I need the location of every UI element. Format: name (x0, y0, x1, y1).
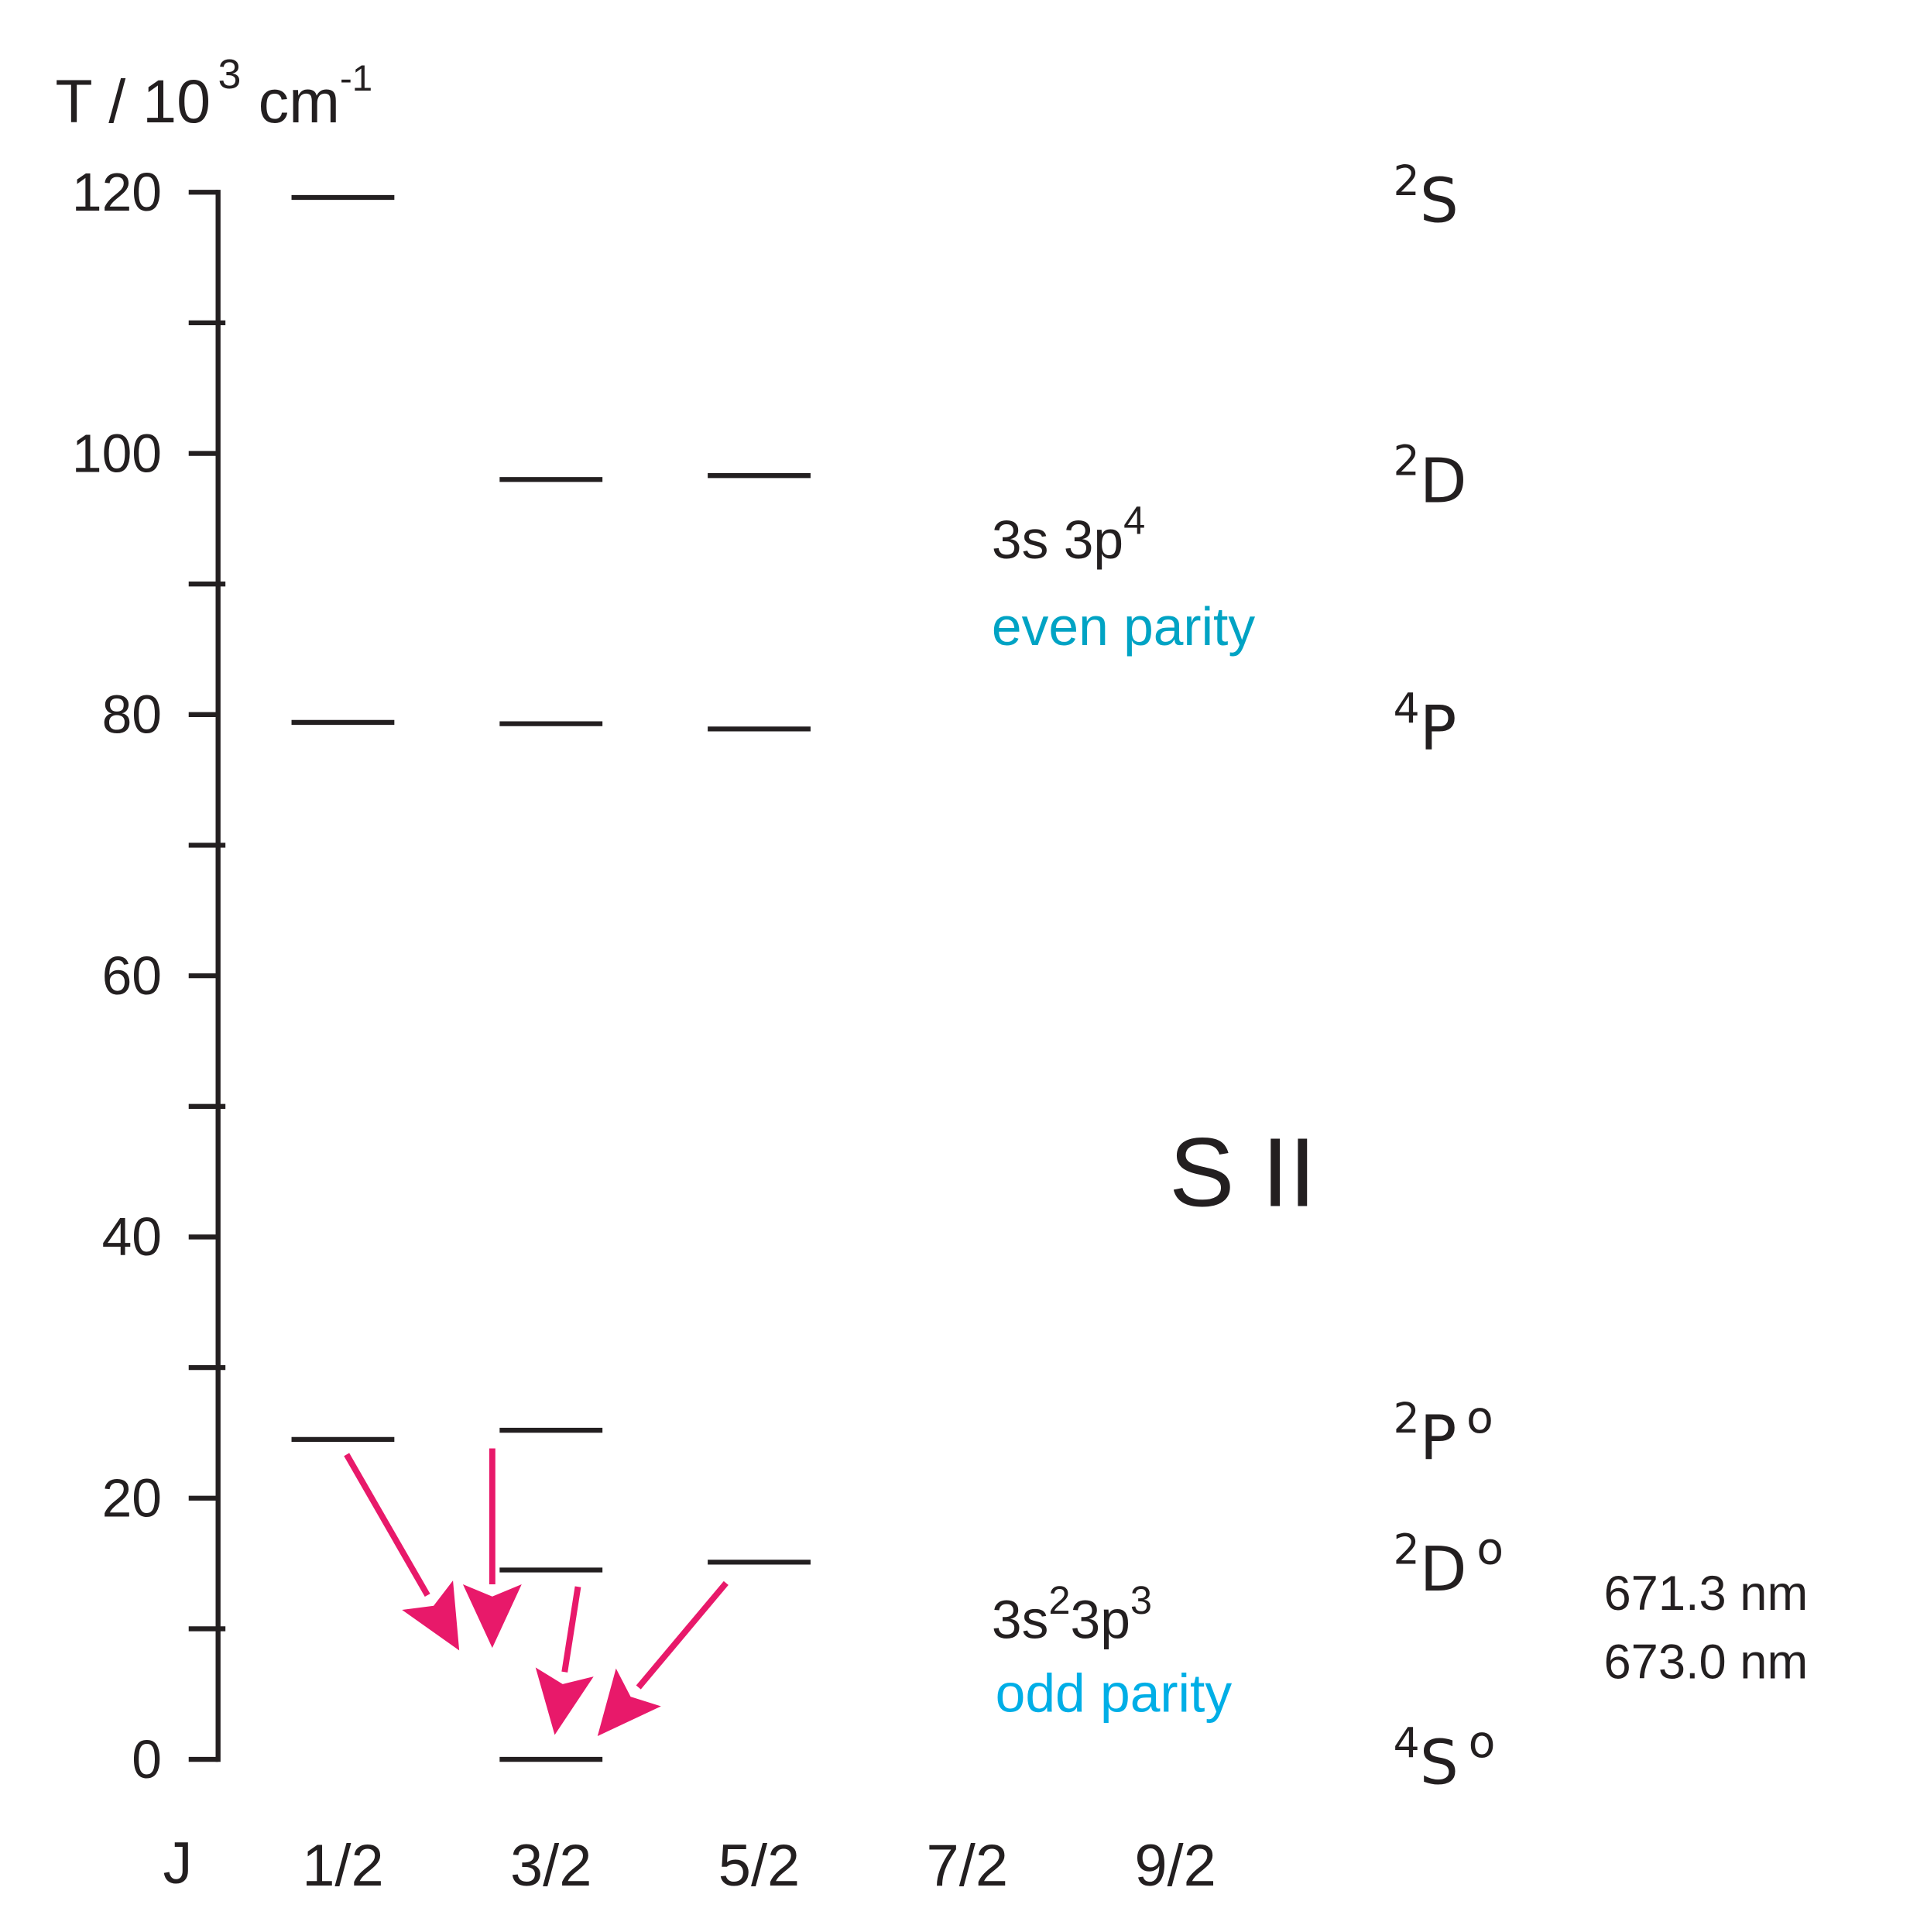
term-multiplicity: 2 (1394, 156, 1420, 205)
y-tick-label: 60 (102, 945, 162, 1006)
transition-arrow (636, 1580, 729, 1690)
term-multiplicity: 2 (1394, 437, 1420, 486)
term-letter: D (1420, 445, 1467, 516)
y-tick-label: 120 (72, 162, 162, 222)
term-label: 2D o (1394, 1523, 1504, 1605)
term-parity: o (1466, 1392, 1493, 1443)
term-label: 4S o (1394, 1717, 1496, 1799)
configuration: 3s23p3 (992, 1578, 1152, 1650)
arrow-head (597, 1668, 661, 1737)
y-tick-label: 0 (132, 1729, 162, 1790)
x-tick-label: 5/2 (718, 1833, 800, 1899)
term-multiplicity: 4 (1394, 1718, 1420, 1767)
term-parity: o (1476, 1523, 1504, 1574)
term-label: 2P o (1394, 1392, 1493, 1474)
x-tick-label: 1/2 (302, 1833, 383, 1899)
configuration: 3s 3p4 (992, 498, 1145, 570)
arrow-head (462, 1584, 522, 1649)
y-tick-label: 20 (102, 1467, 162, 1528)
term-letter: P (1420, 1403, 1457, 1474)
term-multiplicity: 4 (1394, 684, 1420, 733)
term-letter: S (1420, 1728, 1459, 1799)
y-tick-label: 100 (72, 423, 162, 483)
y-tick-label: 40 (102, 1206, 162, 1267)
arrow-head (402, 1580, 460, 1651)
term-letter: P (1420, 693, 1457, 764)
parity: odd parity (996, 1663, 1233, 1723)
term-label: 2S (1394, 156, 1459, 237)
y-tick-label: 80 (102, 685, 162, 745)
x-tick-label: 3/2 (510, 1833, 592, 1899)
wavelength: 673.0 nm (1603, 1635, 1808, 1690)
parity: even parity (992, 596, 1255, 657)
term-multiplicity: 2 (1394, 1525, 1420, 1573)
x-tick-label: 9/2 (1134, 1833, 1216, 1899)
arrow-head (535, 1667, 594, 1735)
x-tick-label: 7/2 (927, 1833, 1008, 1899)
term-multiplicity: 2 (1394, 1394, 1420, 1443)
transition-arrow (344, 1453, 430, 1597)
term-label: 2D (1394, 437, 1467, 517)
x-axis-label: J (163, 1831, 193, 1896)
transition-arrow (561, 1586, 581, 1673)
term-letter: S (1420, 166, 1459, 237)
term-letter: D (1420, 1534, 1467, 1605)
wavelength: 671.3 nm (1603, 1567, 1808, 1621)
y-axis-label: T / 10 3 cm-1 (55, 51, 372, 136)
term-label: 4P (1394, 684, 1457, 764)
ion-label: S II (1169, 1117, 1316, 1227)
term-parity: o (1469, 1717, 1496, 1768)
